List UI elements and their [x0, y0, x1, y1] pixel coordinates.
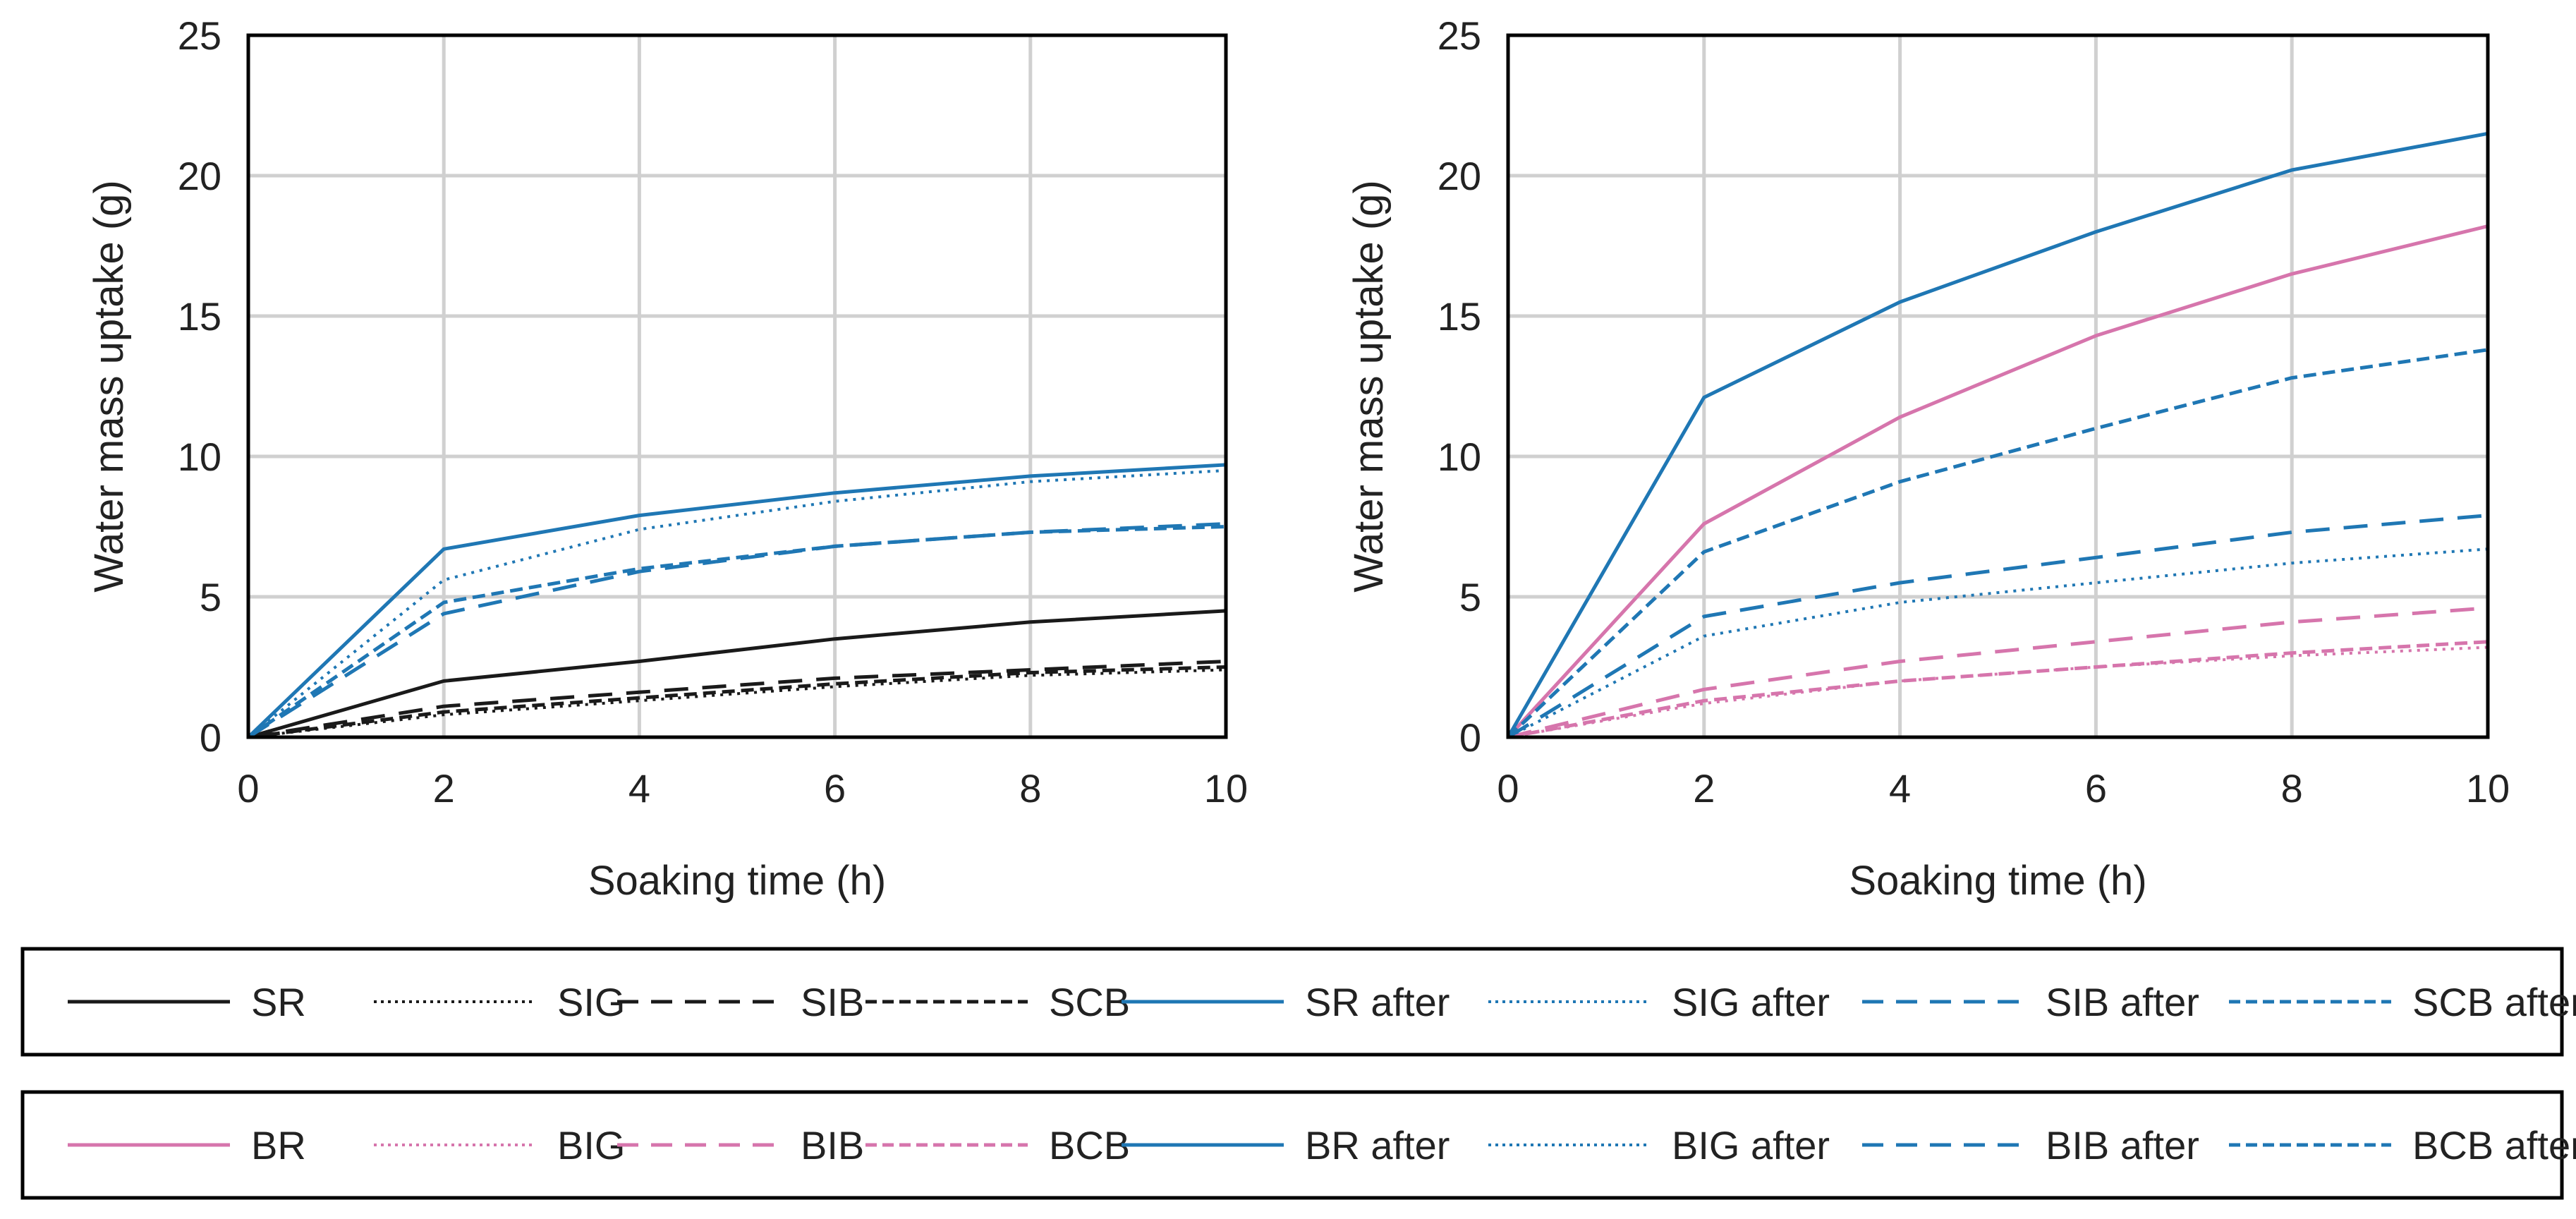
x-tick-label: 4 [1889, 766, 1911, 811]
legend-label: SR after [1305, 980, 1450, 1024]
y-tick-label: 20 [1438, 154, 1481, 198]
legend-box-b-series: BR BIG BIB BCB BR after BIG after BIB after BCB… [20, 1090, 2576, 1200]
plot-area-frame [1506, 33, 2490, 739]
left-chart: 0 2 4 6 8 10 0 5 10 15 20 25 Soaking time (h) Water m… [86, 13, 1248, 904]
y-tick-label: 0 [200, 715, 221, 760]
y-tick-label: 0 [1459, 715, 1481, 760]
legend-label: BIG [557, 1123, 625, 1168]
series-line-big [1507, 645, 2489, 739]
series-line-bib-after [1507, 514, 2489, 739]
x-tick-label: 6 [2085, 766, 2107, 811]
x-tick-label: 2 [1693, 766, 1715, 811]
y-tick-label: 15 [1438, 294, 1481, 339]
series-line-bib [1507, 606, 2489, 739]
x-tick-label: 4 [628, 766, 650, 811]
right-chart: 0 2 4 6 8 10 0 5 10 15 20 25 Soaking time (h) Water m… [1346, 13, 2510, 904]
series-line-sig-after [247, 468, 1227, 739]
series-line-br [1507, 224, 2489, 739]
legend-frame [20, 1090, 2564, 1200]
series-line-sib [248, 660, 1227, 739]
y-axis-title: Water mass uptake (g) [86, 180, 132, 592]
y-tick-label: 10 [1438, 435, 1481, 479]
series-line-scb [248, 665, 1227, 739]
series-line-br-after [1506, 131, 2489, 739]
x-axis-title: Soaking time (h) [1849, 858, 2146, 904]
legend-label: BCB [1049, 1123, 1130, 1168]
legend-label: SIB after [2046, 980, 2199, 1024]
series-line-sig [248, 668, 1227, 739]
series-line-scb-after [247, 525, 1227, 739]
y-tick-label: 5 [1459, 575, 1481, 619]
y-axis-title: Water mass uptake (g) [1346, 180, 1392, 592]
legend-box-s-series: SR SIG SIB SCB SR after SIG after SIB after SCB… [20, 947, 2576, 1057]
legend-label: SCB after [2412, 980, 2576, 1024]
legend-label: BIB after [2046, 1123, 2199, 1168]
y-tick-label: 10 [178, 435, 221, 479]
x-tick-label: 10 [2466, 766, 2510, 811]
x-tick-label: 0 [237, 766, 259, 811]
series-line-bcb [1507, 640, 2489, 739]
legend-label: SIG [557, 980, 625, 1024]
x-tick-label: 6 [824, 766, 846, 811]
legend-frame [20, 947, 2564, 1057]
legend-label: SIB [801, 980, 864, 1024]
x-tick-label: 10 [1204, 766, 1248, 811]
legend-label: BR after [1305, 1123, 1450, 1168]
legend-label: BIG after [1672, 1123, 1830, 1168]
y-tick-label: 5 [200, 575, 221, 619]
x-axis-title: Soaking time (h) [588, 858, 886, 904]
y-tick-label: 15 [178, 294, 221, 339]
legend-label: SCB [1049, 980, 1130, 1024]
legend-label: BR [251, 1123, 306, 1168]
series-line-sr [248, 609, 1227, 739]
y-tick-label: 20 [178, 154, 221, 198]
series-line-big-after [1507, 547, 2489, 739]
x-tick-label: 8 [1019, 766, 1041, 811]
y-tick-label: 25 [178, 13, 221, 58]
legend-label: SR [251, 980, 306, 1024]
series-line-sr-after [247, 463, 1227, 739]
legend-label: BIB [801, 1123, 864, 1168]
x-tick-label: 0 [1497, 766, 1519, 811]
series-line-bcb-after [1507, 348, 2489, 739]
x-tick-label: 8 [2281, 766, 2303, 811]
plot-area-frame [246, 33, 1228, 739]
legend-label: SIG after [1672, 980, 1830, 1024]
legend-label: BCB after [2412, 1123, 2576, 1168]
y-tick-label: 25 [1438, 13, 1481, 58]
x-tick-label: 2 [433, 766, 455, 811]
